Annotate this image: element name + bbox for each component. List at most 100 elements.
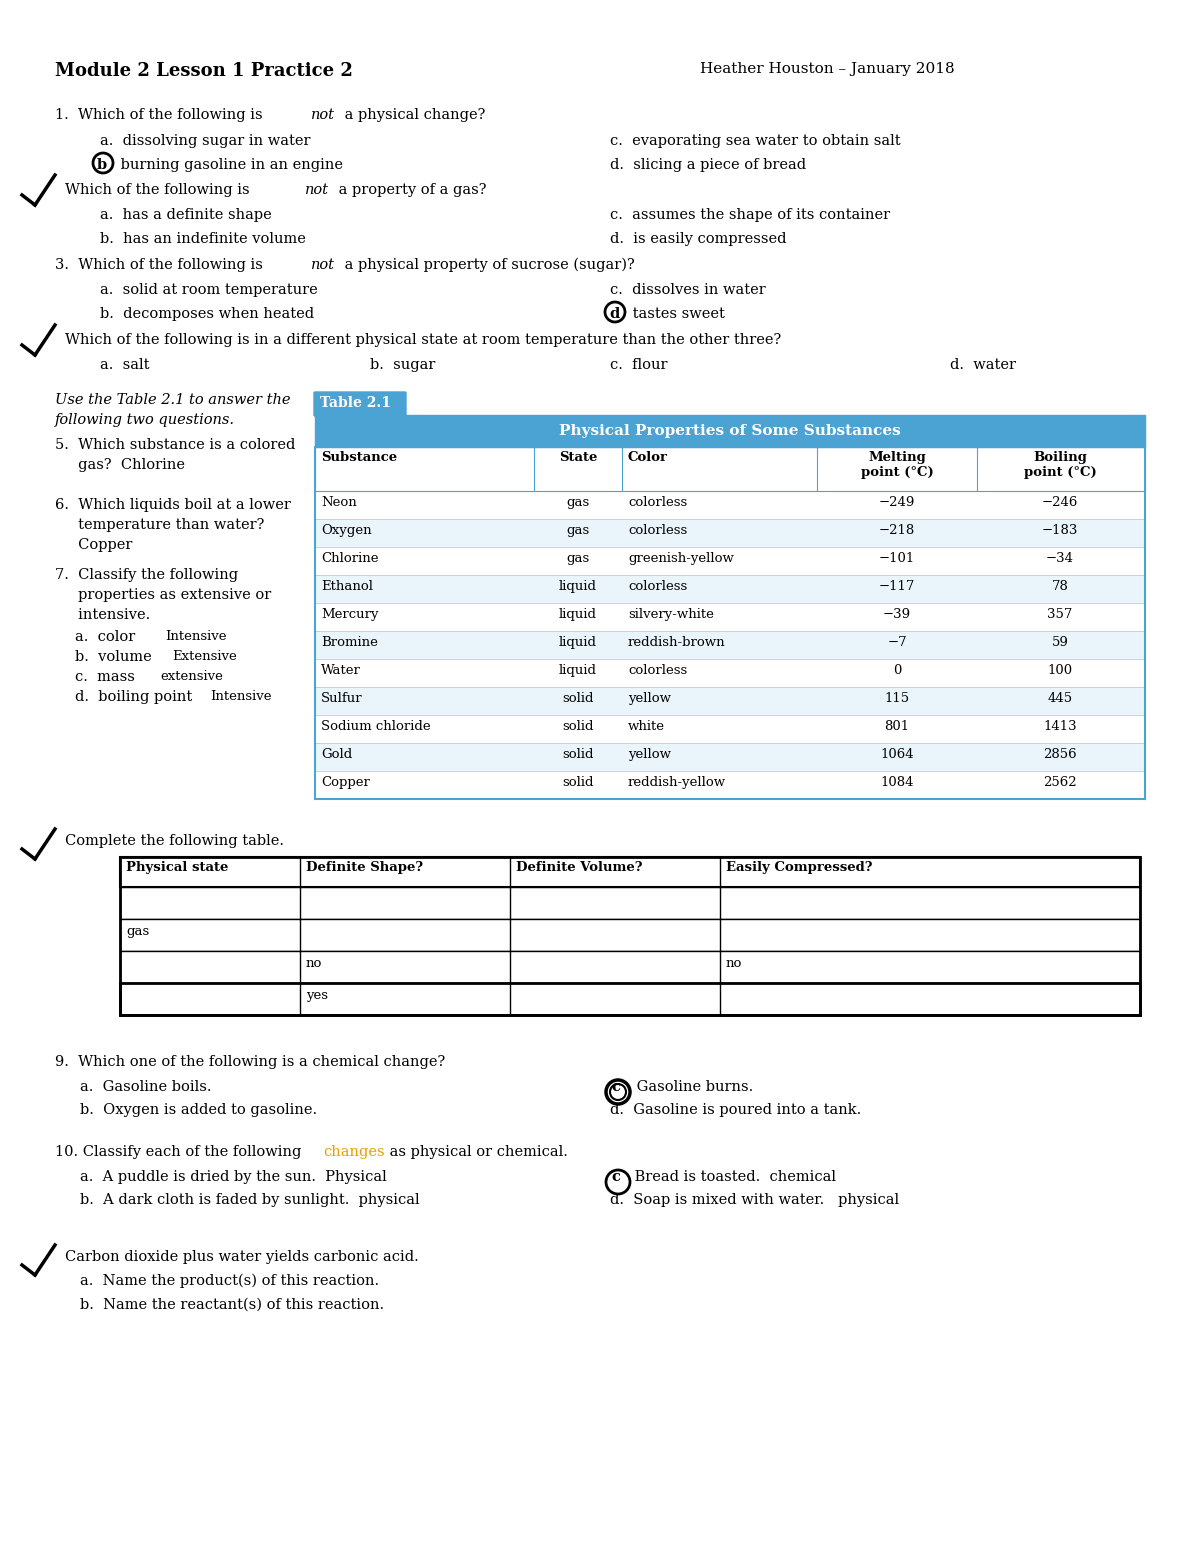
Text: Heather Houston – January 2018: Heather Houston – January 2018 <box>700 62 955 76</box>
Text: gas: gas <box>566 523 589 537</box>
Text: 1413: 1413 <box>1043 721 1076 733</box>
Text: properties as extensive or: properties as extensive or <box>55 589 271 603</box>
Text: a.  color: a. color <box>74 631 144 644</box>
Text: temperature than water?: temperature than water? <box>55 519 264 533</box>
Bar <box>314 603 1145 631</box>
Text: Ethanol: Ethanol <box>322 579 373 593</box>
Bar <box>314 519 1145 547</box>
Bar <box>314 686 1145 714</box>
Text: colorless: colorless <box>628 665 688 677</box>
Bar <box>314 575 1145 603</box>
Text: Extensive: Extensive <box>172 651 236 663</box>
Text: 1084: 1084 <box>881 776 913 789</box>
Text: a.  dissolving sugar in water: a. dissolving sugar in water <box>100 134 311 148</box>
Text: b.  has an indefinite volume: b. has an indefinite volume <box>100 231 306 245</box>
Text: 2856: 2856 <box>1043 749 1076 761</box>
Text: Substance: Substance <box>322 450 397 464</box>
Text: solid: solid <box>563 749 594 761</box>
Text: a.  salt: a. salt <box>100 359 150 373</box>
Bar <box>314 714 1145 742</box>
Text: 0: 0 <box>893 665 901 677</box>
Text: d.  Gasoline is poured into a tank.: d. Gasoline is poured into a tank. <box>610 1103 862 1117</box>
Text: 1064: 1064 <box>880 749 914 761</box>
Text: Module 2 Lesson 1 Practice 2: Module 2 Lesson 1 Practice 2 <box>55 62 353 81</box>
Text: burning gasoline in an engine: burning gasoline in an engine <box>116 158 343 172</box>
Text: Bromine: Bromine <box>322 637 378 649</box>
Text: c.  mass: c. mass <box>74 669 144 683</box>
Text: liquid: liquid <box>559 665 598 677</box>
Text: 2562: 2562 <box>1043 776 1076 789</box>
Text: solid: solid <box>563 721 594 733</box>
Text: d.  boiling point: d. boiling point <box>74 690 202 704</box>
Text: d.  water: d. water <box>950 359 1016 373</box>
Text: 100: 100 <box>1048 665 1073 677</box>
Text: a physical property of sucrose (sugar)?: a physical property of sucrose (sugar)? <box>340 258 635 272</box>
Text: 10. Classify each of the following: 10. Classify each of the following <box>55 1145 306 1159</box>
Text: Mercury: Mercury <box>322 609 378 621</box>
Bar <box>120 983 1140 1016</box>
Text: no: no <box>306 957 323 971</box>
Text: Complete the following table.: Complete the following table. <box>65 834 284 848</box>
Text: a.  has a definite shape: a. has a definite shape <box>100 208 271 222</box>
Text: Gasoline burns.: Gasoline burns. <box>632 1079 754 1093</box>
Bar <box>314 415 1145 447</box>
Bar <box>120 950 1140 983</box>
Text: Sodium chloride: Sodium chloride <box>322 721 431 733</box>
Text: Intensive: Intensive <box>210 690 271 704</box>
Text: 357: 357 <box>1048 609 1073 621</box>
Bar <box>120 919 1140 950</box>
Text: yellow: yellow <box>628 693 671 705</box>
Text: Definite Shape?: Definite Shape? <box>306 860 424 874</box>
Text: silvery-white: silvery-white <box>628 609 714 621</box>
Text: d.  slicing a piece of bread: d. slicing a piece of bread <box>610 158 806 172</box>
Text: as physical or chemical.: as physical or chemical. <box>385 1145 568 1159</box>
Text: greenish-yellow: greenish-yellow <box>628 551 734 565</box>
Text: −101: −101 <box>878 551 916 565</box>
Text: Water: Water <box>322 665 361 677</box>
Text: c: c <box>611 1169 620 1183</box>
Text: colorless: colorless <box>628 523 688 537</box>
Text: 5.  Which substance is a colored: 5. Which substance is a colored <box>55 438 295 452</box>
Text: 445: 445 <box>1048 693 1073 705</box>
Text: Gold: Gold <box>322 749 353 761</box>
Text: gas: gas <box>126 926 149 938</box>
Bar <box>314 491 1145 519</box>
Text: d: d <box>610 307 619 321</box>
Text: Carbon dioxide plus water yields carbonic acid.: Carbon dioxide plus water yields carboni… <box>65 1250 419 1264</box>
Text: not: not <box>311 258 335 272</box>
Text: yes: yes <box>306 989 328 1002</box>
Bar <box>120 887 1140 919</box>
Text: −34: −34 <box>1046 551 1074 565</box>
Bar <box>120 857 1140 1016</box>
Bar <box>120 857 1140 887</box>
Bar <box>314 742 1145 770</box>
Text: tastes sweet: tastes sweet <box>628 307 725 321</box>
Text: 59: 59 <box>1051 637 1068 649</box>
Text: Copper: Copper <box>55 537 132 551</box>
Text: following two questions.: following two questions. <box>55 413 235 427</box>
Text: a physical change?: a physical change? <box>340 109 485 123</box>
Text: extensive: extensive <box>160 669 223 683</box>
Text: Which of the following is in a different physical state at room temperature than: Which of the following is in a different… <box>65 332 781 346</box>
Text: 3.  Which of the following is: 3. Which of the following is <box>55 258 268 272</box>
Text: c.  assumes the shape of its container: c. assumes the shape of its container <box>610 208 890 222</box>
Text: changes: changes <box>323 1145 385 1159</box>
Text: c.  dissolves in water: c. dissolves in water <box>610 283 766 297</box>
Text: a property of a gas?: a property of a gas? <box>334 183 486 197</box>
Text: c.  evaporating sea water to obtain salt: c. evaporating sea water to obtain salt <box>610 134 901 148</box>
Text: colorless: colorless <box>628 495 688 509</box>
FancyBboxPatch shape <box>314 391 406 416</box>
Text: 6.  Which liquids boil at a lower: 6. Which liquids boil at a lower <box>55 499 290 512</box>
Text: liquid: liquid <box>559 609 598 621</box>
Text: −117: −117 <box>878 579 916 593</box>
Bar <box>314 547 1145 575</box>
Text: 1.  Which of the following is: 1. Which of the following is <box>55 109 268 123</box>
Text: no: no <box>726 957 743 971</box>
Text: 7.  Classify the following: 7. Classify the following <box>55 568 238 582</box>
Text: gas: gas <box>566 551 589 565</box>
Text: reddish-yellow: reddish-yellow <box>628 776 726 789</box>
Text: Melting
point (°C): Melting point (°C) <box>860 450 934 478</box>
Text: b.  Name the reactant(s) of this reaction.: b. Name the reactant(s) of this reaction… <box>80 1298 384 1312</box>
Text: Boiling
point (°C): Boiling point (°C) <box>1024 450 1097 478</box>
Text: Copper: Copper <box>322 776 370 789</box>
